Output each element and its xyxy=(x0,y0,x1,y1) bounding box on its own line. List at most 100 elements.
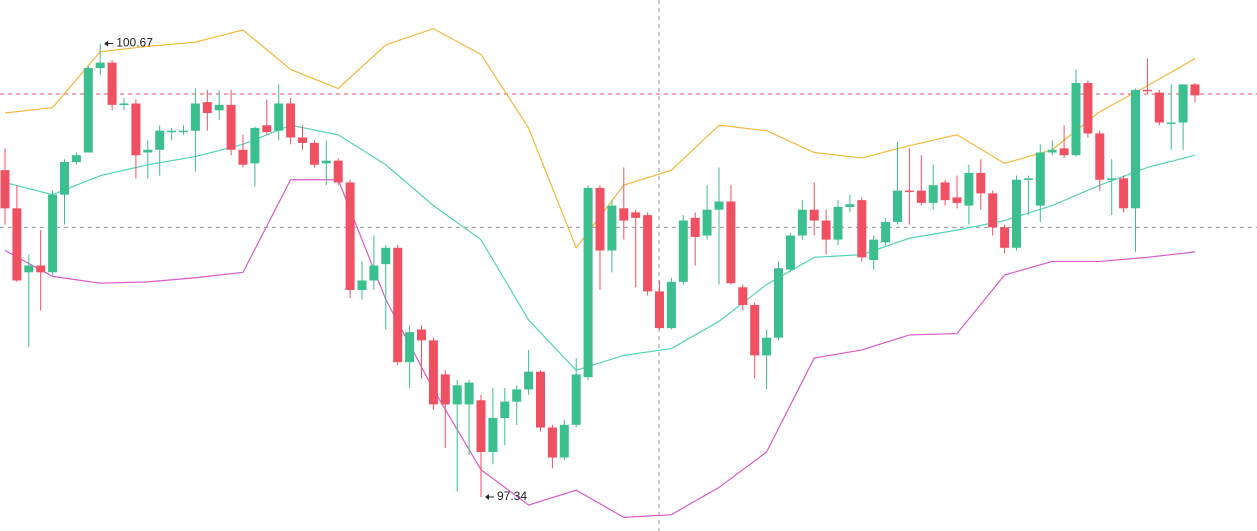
candle-body xyxy=(286,103,296,138)
candle-body xyxy=(452,385,462,405)
annotation-arrowhead xyxy=(104,40,109,47)
annotation-arrowhead xyxy=(485,493,489,500)
candle-body xyxy=(1012,179,1021,248)
candle-body xyxy=(393,247,403,363)
candle-body xyxy=(440,374,450,405)
candle-body xyxy=(988,193,998,228)
candle-body xyxy=(464,382,474,405)
candle-body xyxy=(809,209,819,221)
candle-body xyxy=(357,280,367,291)
candle-body xyxy=(833,206,843,240)
candle-body xyxy=(298,137,307,143)
candle-body xyxy=(238,149,248,165)
candle-body xyxy=(202,102,212,114)
candle-body xyxy=(1178,84,1188,123)
candle-body xyxy=(714,201,724,210)
candle-body xyxy=(250,127,260,164)
candle-body xyxy=(857,200,867,258)
candle-body xyxy=(845,204,855,207)
candle-body xyxy=(678,220,688,282)
candle-body xyxy=(12,208,22,281)
candle-body xyxy=(226,104,236,150)
candle-body xyxy=(869,239,879,261)
candle-body xyxy=(179,130,188,133)
candle-body xyxy=(345,182,355,291)
annotation-label: 97.34 xyxy=(497,489,527,503)
candle-body xyxy=(916,190,926,203)
candle-body xyxy=(95,62,105,69)
candle-body xyxy=(928,185,938,203)
candle-body xyxy=(60,162,69,195)
candle-body xyxy=(726,201,736,284)
candle-body xyxy=(690,217,700,237)
candle-body xyxy=(619,208,629,221)
candle-body xyxy=(1131,89,1140,209)
candle-body xyxy=(476,400,486,453)
candle-body xyxy=(369,265,379,281)
candle-body xyxy=(595,187,605,251)
candle-body xyxy=(785,235,795,270)
candle-body xyxy=(524,371,534,390)
candle-body xyxy=(797,209,807,236)
candle-body xyxy=(643,215,653,292)
candle-body xyxy=(1083,83,1093,134)
candle-body xyxy=(143,149,153,153)
candle-body xyxy=(1154,92,1164,123)
annotation-label: 100.67 xyxy=(116,36,153,50)
band-lower xyxy=(4,179,1196,518)
candle-body xyxy=(821,220,831,240)
candle-body xyxy=(274,103,284,131)
candle-body xyxy=(1107,178,1117,180)
candle-body xyxy=(167,130,177,133)
candle-body xyxy=(0,170,10,209)
candle-body xyxy=(71,155,81,163)
candle-body xyxy=(559,424,569,458)
candle-body xyxy=(762,337,772,356)
candle-body xyxy=(1142,89,1152,92)
candle-body xyxy=(952,197,962,203)
candle-body xyxy=(750,304,760,356)
candle-body xyxy=(881,221,891,243)
candle-body xyxy=(107,62,117,105)
candle-body xyxy=(1095,133,1105,180)
candle-body xyxy=(48,194,58,273)
candle-body xyxy=(964,172,974,206)
candle-body xyxy=(940,182,950,201)
candle-body xyxy=(381,247,391,265)
candle-body xyxy=(321,160,331,164)
candle-body xyxy=(512,389,522,402)
candle-body xyxy=(631,212,641,218)
candle-body xyxy=(547,427,557,458)
candle-body xyxy=(1190,84,1200,96)
candle-body xyxy=(24,265,34,273)
candle-body xyxy=(1071,83,1081,156)
candle-body xyxy=(976,172,986,194)
candle-body xyxy=(1000,227,1010,248)
candle-body xyxy=(738,287,748,305)
candle-body xyxy=(893,190,902,222)
candle-body xyxy=(428,340,438,405)
candle-body xyxy=(655,291,664,329)
candle-body xyxy=(536,371,545,428)
candle-body xyxy=(131,103,141,156)
candle-body xyxy=(488,417,498,453)
candle-body xyxy=(571,374,581,425)
candle-body xyxy=(155,130,165,150)
candle-body xyxy=(904,190,914,193)
candle-body xyxy=(500,401,510,418)
candle-body xyxy=(119,103,129,105)
candle-body xyxy=(583,187,593,378)
candle-body xyxy=(1059,148,1069,156)
candle-body xyxy=(702,209,712,236)
candle-body xyxy=(666,281,676,329)
candle-body xyxy=(333,160,343,183)
candle-body xyxy=(607,205,617,251)
candle-body xyxy=(1023,178,1033,180)
candle-body xyxy=(309,142,319,165)
candle-body xyxy=(774,268,783,338)
candle-body xyxy=(1166,122,1176,125)
candle-body xyxy=(1047,149,1057,153)
candle-body xyxy=(1035,152,1045,206)
